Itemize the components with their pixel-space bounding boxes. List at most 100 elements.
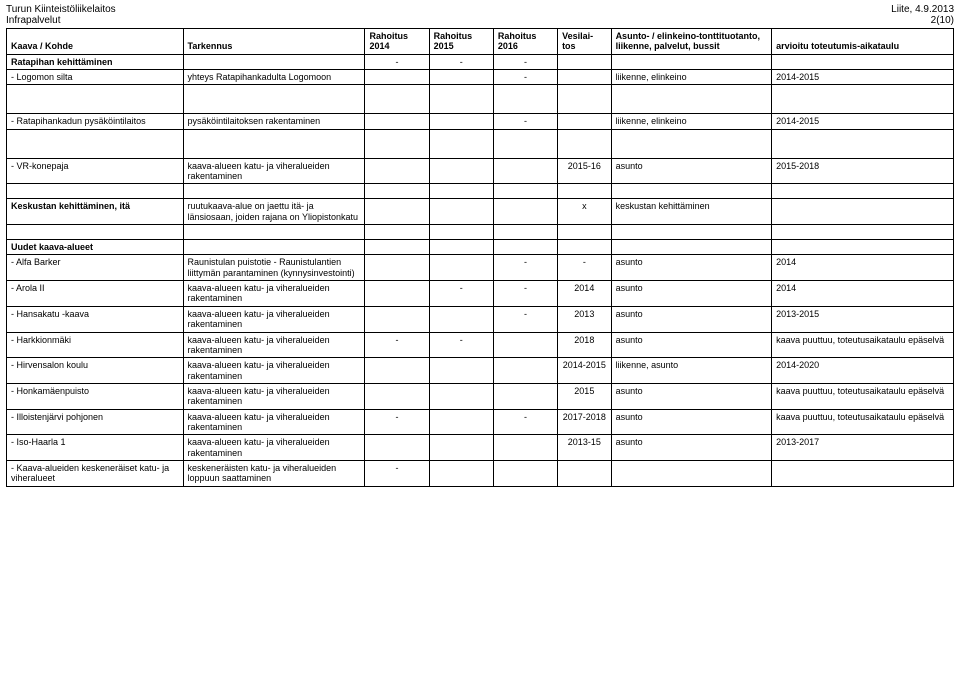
cell [558,460,612,486]
spacer-row [7,129,954,144]
cell [429,240,493,255]
spacer-row [7,144,954,159]
cell: - Hansakatu -kaava [7,306,184,332]
table-row: Keskustan kehittäminen, itäruutukaava-al… [7,199,954,225]
cell: ruutukaava-alue on jaettu itä- ja länsio… [183,199,365,225]
cell: - Alfa Barker [7,255,184,281]
cell: 2013-15 [558,435,612,461]
cell: - [365,54,429,69]
col-rahoitus-2016: Rahoitus 2016 [493,29,557,55]
cell: kaava-alueen katu- ja viheralueiden rake… [183,306,365,332]
cell: 2014-2015 [772,114,954,129]
attachment-date: Liite, 4.9.2013 [891,4,954,15]
cell: liikenne, elinkeino [611,114,772,129]
cell [365,255,429,281]
col-aikataulu: arvioitu toteutumis-aikataulu [772,29,954,55]
cell [429,306,493,332]
cell: Ratapihan kehittäminen [7,54,184,69]
document-header: Turun Kiinteistöliikelaitos Infrapalvelu… [6,4,954,26]
cell [365,199,429,225]
col-rahoitus-2014: Rahoitus 2014 [365,29,429,55]
cell: - Kaava-alueiden keskeneräiset katu- ja … [7,460,184,486]
cell [772,240,954,255]
cell: asunto [611,332,772,358]
cell [558,54,612,69]
cell: - Ratapihankadun pysäköintilaitos [7,114,184,129]
cell [611,54,772,69]
cell [429,158,493,184]
page-number: 2(10) [931,15,954,26]
cell: - [493,255,557,281]
cell: 2013 [558,306,612,332]
cell: kaava-alueen katu- ja viheralueiden rake… [183,358,365,384]
spacer-row [7,225,954,240]
table-row: - Iso-Haarla 1kaava-alueen katu- ja vihe… [7,435,954,461]
org-name-2: Infrapalvelut [6,15,116,26]
col-vesilaitos: Vesilai-tos [558,29,612,55]
cell: - Arola II [7,281,184,307]
cell [429,358,493,384]
cell: 2014-2015 [558,358,612,384]
cell: - Iso-Haarla 1 [7,435,184,461]
cell: - [493,409,557,435]
cell [429,199,493,225]
cell: - [493,70,557,85]
cell: Raunistulan puistotie - Raunistulantien … [183,255,365,281]
cell: yhteys Ratapihankadulta Logomoon [183,70,365,85]
cell [429,460,493,486]
cell [493,383,557,409]
cell: kaava-alueen katu- ja viheralueiden rake… [183,383,365,409]
cell: - Logomon silta [7,70,184,85]
cell: - [493,306,557,332]
cell [365,114,429,129]
cell [365,383,429,409]
cell: 2013-2017 [772,435,954,461]
cell: - [429,332,493,358]
cell: - [493,281,557,307]
cell [611,460,772,486]
cell: kaava-alueen katu- ja viheralueiden rake… [183,281,365,307]
cell [365,435,429,461]
cell: kaava-alueen katu- ja viheralueiden rake… [183,435,365,461]
cell [772,460,954,486]
table-row: - Kaava-alueiden keskeneräiset katu- ja … [7,460,954,486]
cell [429,255,493,281]
col-tarkennus: Tarkennus [183,29,365,55]
cell: 2014 [772,255,954,281]
table-row: - VR-konepajakaava-alueen katu- ja viher… [7,158,954,184]
cell: - Honkamäenpuisto [7,383,184,409]
cell: asunto [611,435,772,461]
table-row: - Hansakatu -kaavakaava-alueen katu- ja … [7,306,954,332]
cell: x [558,199,612,225]
cell: - [365,332,429,358]
cell: - [493,114,557,129]
cell: asunto [611,158,772,184]
cell: 2014-2020 [772,358,954,384]
cell [493,460,557,486]
cell [365,158,429,184]
cell [429,383,493,409]
cell [493,358,557,384]
cell: 2017-2018 [558,409,612,435]
cell: 2014 [558,281,612,307]
table-header-row: Kaava / Kohde Tarkennus Rahoitus 2014 Ra… [7,29,954,55]
cell [558,114,612,129]
cell: asunto [611,255,772,281]
cell [772,199,954,225]
cell: kaava-alueen katu- ja viheralueiden rake… [183,332,365,358]
spacer-row [7,184,954,199]
table-row: - Hirvensalon koulukaava-alueen katu- ja… [7,358,954,384]
cell: - [365,460,429,486]
cell: - Hirvensalon koulu [7,358,184,384]
cell [493,240,557,255]
page: { "header": { "org1": "Turun Kiinteistöl… [0,0,960,675]
cell: kaava-alueen katu- ja viheralueiden rake… [183,409,365,435]
cell [429,70,493,85]
cell: - [429,281,493,307]
cell [772,54,954,69]
org-name-1: Turun Kiinteistöliikelaitos [6,4,116,15]
cell: kaava-alueen katu- ja viheralueiden rake… [183,158,365,184]
cell [493,199,557,225]
cell [429,114,493,129]
col-tonttituotanto: Asunto- / elinkeino-tonttituotanto, liik… [611,29,772,55]
